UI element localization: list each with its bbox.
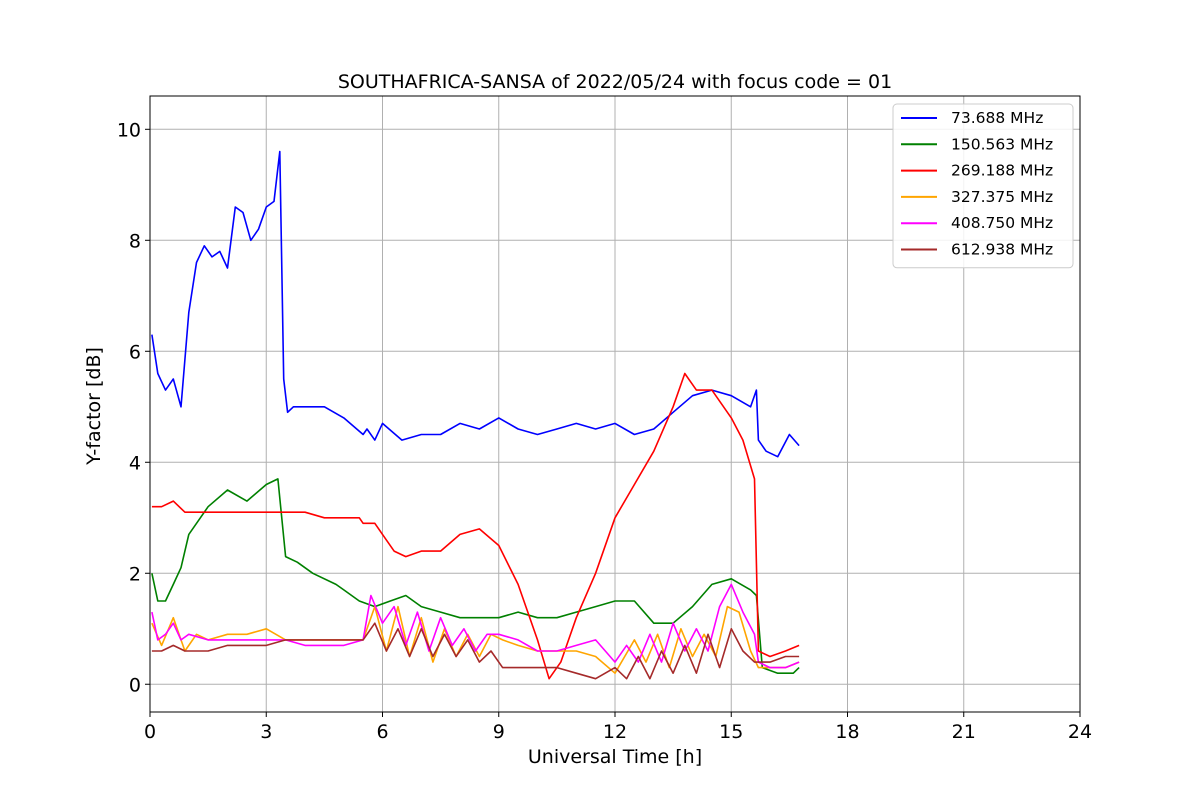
- x-tick-label: 18: [835, 721, 859, 743]
- series-line-6: [151, 622, 800, 680]
- x-axis-label: Universal Time [h]: [528, 746, 702, 768]
- legend-entry-label: 612.938 MHz: [951, 241, 1053, 259]
- x-tick-label: 3: [260, 721, 272, 743]
- legend: 73.688 MHz 150.563 MHz 269.188 MHz 327.375 …: [892, 103, 1074, 269]
- x-tick-label: 24: [1068, 721, 1092, 743]
- legend-entry-label: 150.563 MHz: [951, 135, 1053, 153]
- x-tick-label: 6: [376, 721, 388, 743]
- x-tick-label: 0: [144, 721, 156, 743]
- y-tick-label: 8: [129, 230, 141, 252]
- series-line-1: [151, 150, 800, 458]
- legend-entry-label: 408.750 MHz: [951, 214, 1053, 232]
- series-lines: [151, 150, 800, 680]
- legend-entry-label: 73.688 MHz: [951, 109, 1043, 127]
- x-tick-label: 9: [493, 721, 505, 743]
- y-axis-label: Y-factor [dB]: [83, 347, 105, 466]
- series-line-2: [151, 478, 800, 675]
- y-tick-label: 2: [129, 563, 141, 585]
- series-line-3: [151, 372, 800, 680]
- series-line-4: [151, 605, 800, 675]
- legend-entry-label: 327.375 MHz: [951, 188, 1053, 206]
- y-tick-label: 10: [117, 119, 141, 141]
- x-tick-label: 21: [952, 721, 976, 743]
- legend-entry-label: 269.188 MHz: [951, 162, 1053, 180]
- y-tick-label: 4: [129, 452, 141, 474]
- chart-title: SOUTHAFRICA-SANSA of 2022/05/24 with foc…: [338, 71, 892, 93]
- y-tick-label: 6: [129, 341, 141, 363]
- x-tick-label: 15: [719, 721, 743, 743]
- legend-box: [892, 103, 1074, 269]
- x-tick-label: 12: [603, 721, 627, 743]
- y-tick-label: 0: [129, 674, 141, 696]
- series-line-5: [151, 583, 800, 669]
